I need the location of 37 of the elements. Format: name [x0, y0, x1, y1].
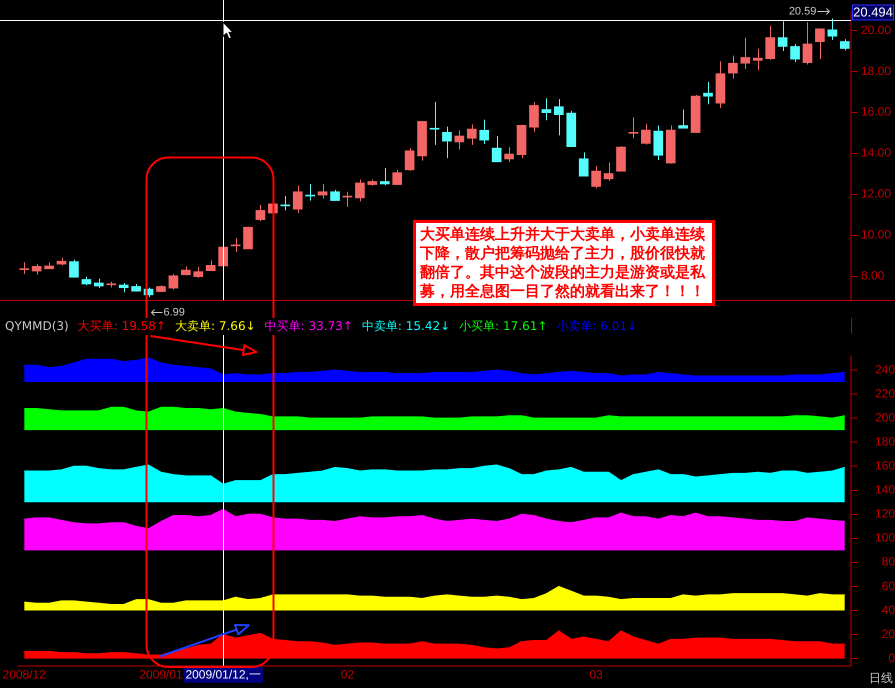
y-tick-label: 120: [874, 506, 895, 521]
y-tick-label: 14.00: [861, 146, 892, 160]
y-tick-label: 12.00: [861, 186, 892, 201]
y-tick-label: 0: [888, 650, 895, 665]
annotation: 20.59: [788, 6, 816, 18]
y-tick-label: 40: [882, 602, 895, 617]
legend-title: QYMMD(3): [4, 319, 70, 333]
x-tick-label: 2009/01: [139, 667, 183, 682]
x-tick-label: 03: [589, 667, 604, 682]
y-tick-label: 8.00: [861, 268, 885, 283]
y-tick-label: 220: [874, 386, 895, 400]
y-tick-label: 80: [882, 554, 895, 569]
y-tick-label: 60: [882, 578, 895, 593]
y-tick-label: 16.00: [861, 104, 892, 119]
y-tick-label: 200: [874, 410, 895, 424]
y-tick-label: 180: [874, 434, 895, 448]
text: 小买单: 17.61↑: [458, 318, 548, 334]
annotation: 大买单连续上升并大于大卖单，小卖单连续下降，散户把筹码抛给了主力，股价很快就翻倍了。其中这个波段的主力是游资或是私募，用全息图一目了然的就看出来了！！！: [413, 220, 715, 306]
x-tick-label: 02: [340, 667, 354, 682]
y-tick-label: 20.00: [861, 22, 892, 37]
y-tick-label: 240: [874, 362, 895, 376]
x-tick-label: 2009/01/12,一: [185, 667, 261, 682]
y-tick-label: 100: [874, 530, 895, 545]
y-tick-label: 20: [882, 626, 895, 641]
text: 6.99: [164, 306, 185, 319]
text: 中买单: 33.73↑: [264, 318, 354, 334]
y-tick-label: 10.00: [861, 228, 892, 242]
text: 中卖单: 15.42↓: [360, 318, 452, 334]
ref-line-label: 20.494: [853, 4, 893, 20]
text: 小卖单: 6.01↓: [555, 318, 638, 334]
text: 大卖单: 7.66↓: [174, 318, 257, 334]
text: 大买单: 19.58↑: [76, 318, 167, 334]
y-tick-label: 140: [874, 482, 895, 497]
y-tick-label: 18.00: [861, 64, 892, 78]
text: 日线: [869, 670, 893, 687]
x-tick-label: 2008/12: [2, 667, 46, 682]
y-tick-label: 160: [874, 458, 895, 473]
